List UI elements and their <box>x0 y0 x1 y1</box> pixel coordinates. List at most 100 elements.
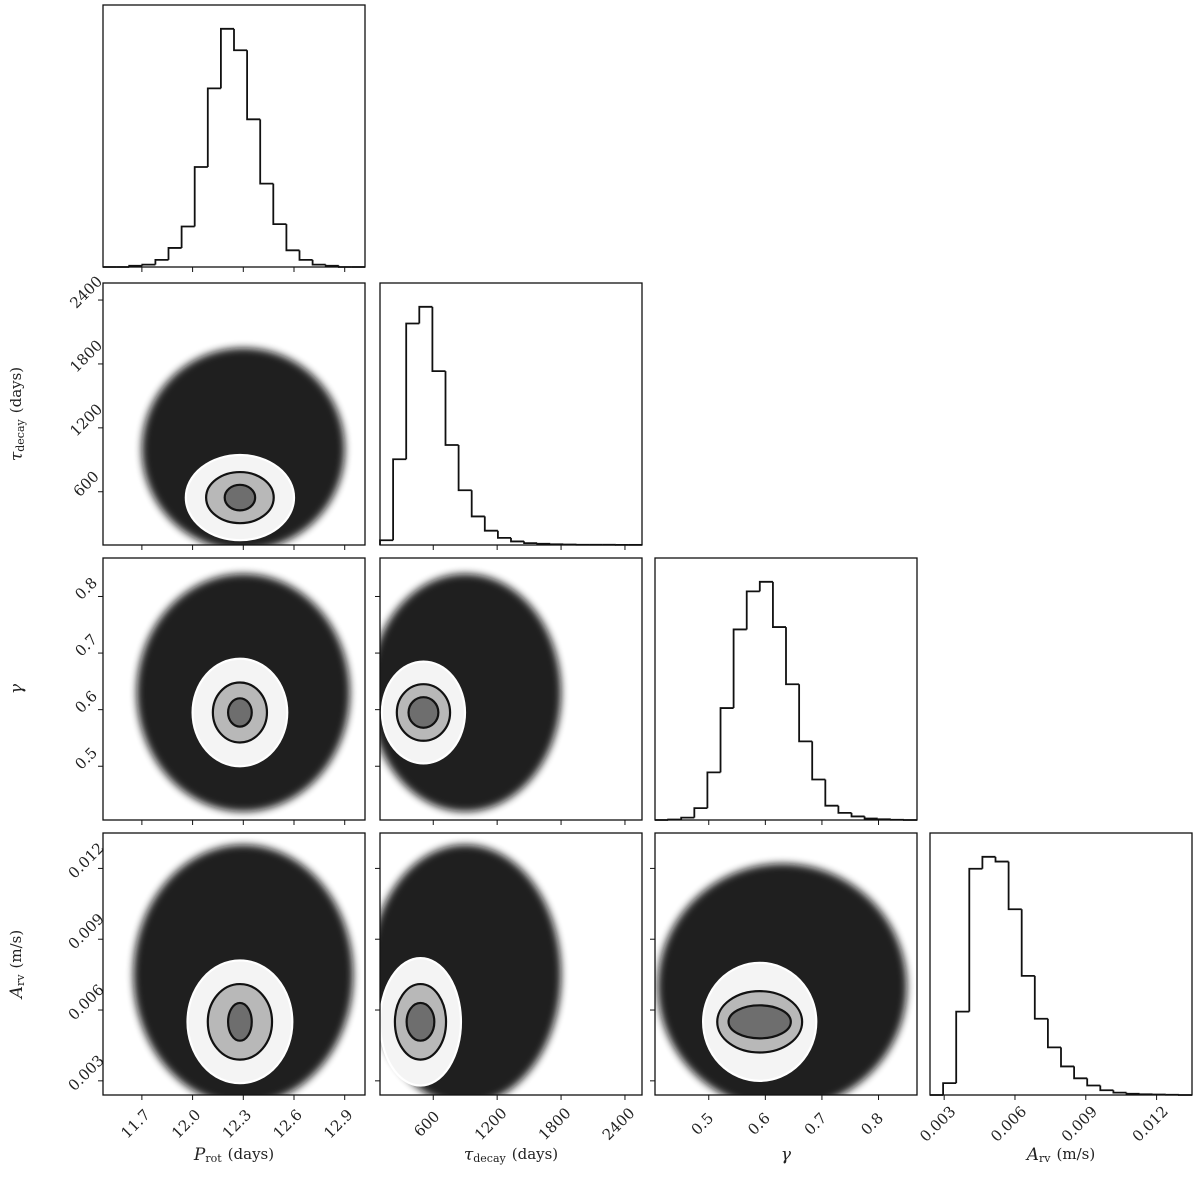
x-tick-label: 12.0 <box>168 1106 204 1142</box>
contour <box>228 698 252 726</box>
x-tick-label: 0.012 <box>1129 1102 1172 1145</box>
hist-bin <box>1048 1019 1061 1048</box>
x-tick-label: 11.7 <box>117 1106 153 1142</box>
y-tick-label: 1800 <box>66 336 106 376</box>
x-tick-label: 0.6 <box>744 1109 774 1139</box>
hist-bin <box>459 445 472 490</box>
hist-bin <box>247 50 260 119</box>
hist-bin <box>300 250 313 260</box>
hist-bin <box>406 323 419 459</box>
x-axis-label: τdecay(days) <box>464 1145 558 1166</box>
label-unit: (m/s) <box>1057 1145 1096 1163</box>
y-axis-label: γ <box>7 683 27 694</box>
y-tick-label: 0.009 <box>65 910 108 953</box>
y-tick-label: 0.7 <box>71 630 101 660</box>
hist-bin <box>446 371 459 445</box>
y-tick-label: 0.6 <box>71 687 101 717</box>
hist-bin <box>472 490 485 516</box>
hist-bin <box>380 540 393 545</box>
x-tick-label: 0.003 <box>916 1102 959 1145</box>
x-tick-label: 12.3 <box>219 1106 255 1142</box>
hist-bin <box>393 459 406 540</box>
contour <box>409 697 439 728</box>
hist-bin <box>234 29 247 50</box>
x-tick-label: 0.7 <box>801 1109 831 1139</box>
y-tick-label: 0.006 <box>65 981 108 1024</box>
hist-bin <box>1022 909 1035 976</box>
panel-frame <box>655 558 917 820</box>
hist-bin <box>1061 1047 1074 1066</box>
hist-bin <box>747 591 760 629</box>
y-tick-label: 0.012 <box>65 839 108 882</box>
hist-bin <box>195 167 208 227</box>
label-symbol: P <box>193 1145 206 1165</box>
hist-bin <box>1113 1090 1126 1092</box>
label-subscript: rot <box>205 1152 222 1165</box>
x-tick-label: 0.5 <box>688 1109 718 1139</box>
y-tick-label: 0.8 <box>71 574 101 604</box>
hist-bin <box>182 227 195 248</box>
x-tick-label: 12.6 <box>269 1106 305 1142</box>
y-tick-label: 0.5 <box>71 744 101 774</box>
hist-bin <box>511 538 524 542</box>
contour <box>228 1003 252 1041</box>
density-panel <box>658 864 907 1109</box>
label-unit: (days) <box>512 1145 558 1163</box>
hist-bin <box>734 629 747 708</box>
hist-bin <box>878 819 891 820</box>
contour <box>729 1005 791 1038</box>
hist-bin <box>1100 1085 1113 1090</box>
panel-body <box>369 574 561 812</box>
hist-bin <box>681 818 694 820</box>
y-axis-label: Arv(m/s) <box>7 930 28 1000</box>
hist-bin <box>943 1083 956 1095</box>
hist-bin <box>208 88 221 167</box>
panel-body <box>658 864 907 1109</box>
x-axis-label: γ <box>781 1145 792 1165</box>
x-tick-label: 12.9 <box>320 1106 356 1142</box>
hist-bin <box>707 772 720 808</box>
x-axis-label: Arv(m/s) <box>1025 1145 1095 1166</box>
contour <box>225 485 255 511</box>
hist-bin <box>537 543 550 544</box>
hist-bin <box>260 119 273 183</box>
hist-bin <box>169 248 182 260</box>
x-tick-label: 600 <box>410 1107 443 1140</box>
panel-body <box>137 574 350 812</box>
hist-bin <box>432 307 445 371</box>
hist-bin <box>786 627 799 684</box>
hist-bin <box>524 541 537 543</box>
density-panel <box>369 845 561 1105</box>
density-panel <box>142 348 345 550</box>
x-tick-label: 1800 <box>535 1104 575 1144</box>
hist-bin <box>969 869 982 1012</box>
x-axis-label: Prot (days) <box>193 1145 274 1166</box>
density-panel <box>137 574 350 812</box>
hist-bin <box>1087 1078 1100 1085</box>
hist-bin <box>286 224 299 250</box>
hist-bin <box>485 516 498 530</box>
y-tick-label: 0.003 <box>65 1052 108 1095</box>
label-subscript: rv <box>14 974 27 986</box>
hist-bin <box>1127 1093 1140 1094</box>
hist-bin <box>694 808 707 818</box>
hist-bin <box>825 780 838 806</box>
x-tick-label: 0.8 <box>857 1109 887 1139</box>
hist-bin <box>799 684 812 741</box>
label-symbol: γ <box>7 683 27 694</box>
x-tick-label: 1200 <box>471 1104 511 1144</box>
y-tick-label: 2400 <box>66 272 106 312</box>
hist-bin <box>1035 976 1048 1019</box>
density-panel <box>133 845 353 1105</box>
hist-bin <box>419 307 432 324</box>
hist-bin <box>221 29 234 89</box>
hist-bin <box>498 531 511 538</box>
hist-bin <box>982 857 995 869</box>
hist-bin <box>852 813 865 817</box>
label-subscript: rv <box>1039 1152 1051 1165</box>
hist-bin <box>273 184 286 224</box>
hist-bin <box>326 265 339 266</box>
label-unit: (days) <box>7 367 25 413</box>
label-unit: (days) <box>228 1145 274 1163</box>
